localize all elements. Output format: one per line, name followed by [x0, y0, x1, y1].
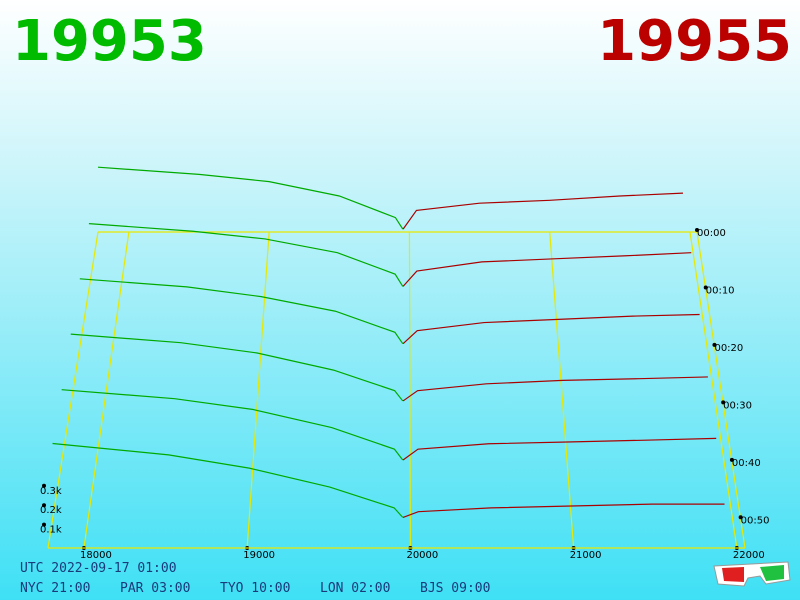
x-tick-label: 22000 [733, 550, 765, 561]
y-tick-label: 0.1k [40, 525, 62, 536]
grid-line [689, 231, 738, 549]
utc-time: UTC 2022-09-17 01:00 [20, 561, 177, 576]
city-clock: NYC 21:00 [20, 581, 90, 596]
ask-depth-line [402, 376, 708, 402]
y-tick-mark [42, 483, 46, 488]
city-clock: LON 02:00 [320, 581, 390, 596]
bid-depth-line [88, 223, 404, 287]
x-tick-label: 18000 [80, 550, 112, 561]
bid-depth-line [97, 166, 404, 230]
z-tick-mark [695, 228, 699, 232]
clocks: NYC 21:00 PAR 03:00 TYO 10:00 LON 02:00 BJS … [20, 581, 490, 596]
city-clock: PAR 03:00 [120, 581, 190, 596]
ask-depth-line [402, 252, 692, 287]
bid-depth-line [79, 278, 404, 345]
city-clock: TYO 10:00 [220, 581, 290, 596]
y-tick-label: 0.3k [40, 486, 62, 497]
city-clock: BJS 09:00 [420, 581, 490, 596]
x-tick-label: 21000 [570, 550, 602, 561]
x-tick-label: 19000 [243, 550, 275, 561]
plot: 18000 19000 20000 21000 22000 0.1k 0.2k 0.3k 00:… [40, 166, 770, 561]
bid-depth-line [70, 333, 404, 402]
z-tick-label: 00:20 [714, 343, 743, 354]
ask-depth-line [402, 503, 725, 518]
grid-line [408, 231, 411, 549]
y-tick-label: 0.2k [40, 505, 62, 516]
z-tick-label: 00:30 [723, 400, 752, 411]
z-tick-label: 00:50 [741, 515, 770, 526]
x-tick-label: 20000 [406, 550, 438, 561]
z-tick-mark [721, 400, 726, 405]
z-tick-label: 00:00 [697, 228, 726, 239]
bid-price: 19953 [12, 9, 207, 74]
ask-depth-line [402, 313, 700, 345]
z-tick-mark [738, 515, 743, 520]
ask-depth-line [402, 192, 683, 230]
box-edge [696, 231, 746, 549]
grid-line [549, 231, 575, 549]
z-tick-mark [703, 285, 708, 290]
z-tick-label: 00:40 [732, 458, 761, 469]
z-tick-label: 00:10 [706, 285, 735, 296]
ask-price: 19955 [597, 9, 792, 74]
y-tick-mark [42, 522, 46, 527]
z-tick-mark [729, 457, 734, 462]
grid-line [246, 231, 270, 549]
ask-depth-line [402, 437, 717, 461]
bid-depth-line [52, 442, 404, 518]
y-tick-mark [42, 503, 46, 508]
bid-depth-line [61, 389, 404, 461]
z-tick-mark [712, 342, 717, 347]
grid-line [83, 231, 130, 549]
3d-glasses-icon [713, 561, 791, 587]
